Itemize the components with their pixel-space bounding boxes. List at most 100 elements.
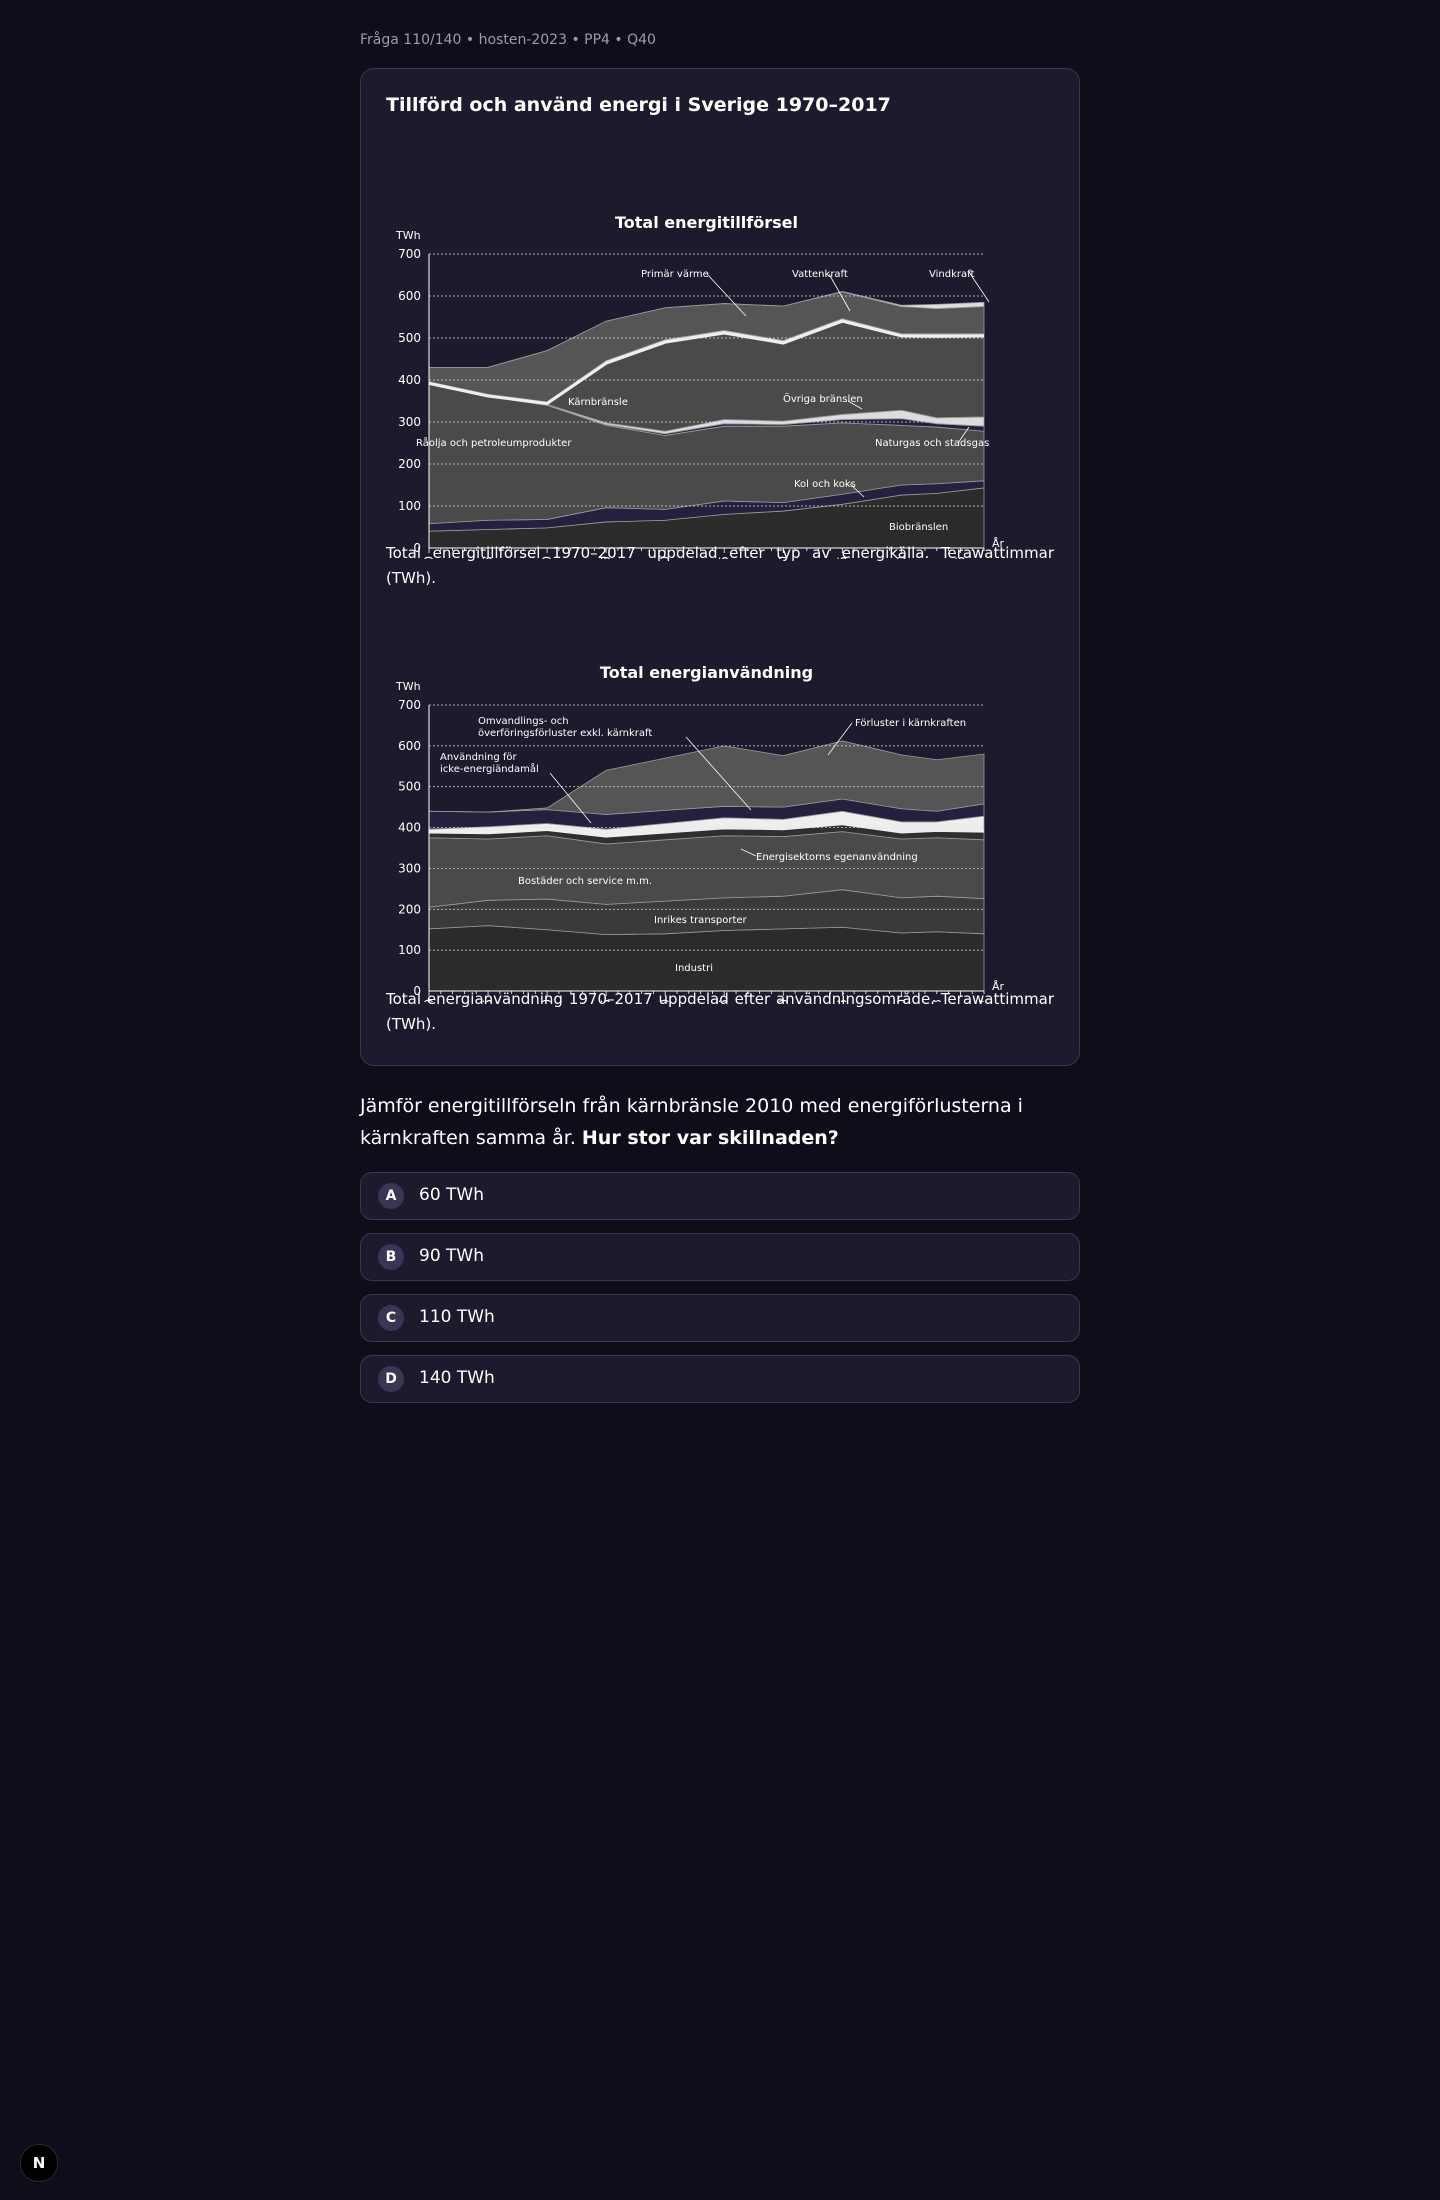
question-body: Jämför energitillförseln från kärnbränsl… (360, 1095, 1023, 1149)
y-tick-label: 200 (398, 902, 421, 916)
x-tick-label: 2005 (835, 556, 849, 559)
supply-chart: Total energitillförsel TWh År 0 100 200 300 400… (395, 213, 1005, 559)
supply-caption: Total energitillförsel 1970–2017 uppdela… (386, 544, 1054, 587)
annotation-leader (706, 273, 747, 317)
annotation-biobränslen: Biobränslen (889, 522, 948, 533)
x-tick-label: 2015 (953, 556, 967, 559)
series-area-förluster-i-kärnkraften (428, 740, 985, 815)
annotation-förluster-i-kärnkraften: Förluster i kärnkraften (855, 718, 966, 729)
annotation-leader (828, 273, 851, 312)
series-line-energisektorns-egenanvändning (428, 823, 985, 838)
option-text-b: 90 TWh (419, 1246, 485, 1266)
x-tick-label: 1990 (658, 556, 672, 559)
x-tick-label: 1970 (422, 556, 436, 559)
nextjs-logo-icon[interactable]: N (20, 2144, 58, 2182)
annotation-leader (827, 722, 853, 756)
annotation-kärnbränsle: Kärnbränsle (568, 397, 628, 408)
annotation-inrikes-transporter: Inrikes transporter (654, 915, 748, 926)
x-tick-label: 2000 (776, 999, 790, 1002)
x-tick-label: 1995 (717, 999, 731, 1002)
x-tick-label: 1980 (540, 556, 554, 559)
x-tick-label: 2000 (776, 556, 790, 559)
y-tick-label: 200 (398, 457, 421, 471)
y-tick-label: 300 (398, 861, 421, 875)
annotation-omvandlings-och-överföringsförluster-exkl-kärnkraft: överföringsförluster exkl. kärnkraft (478, 728, 652, 739)
x-tick-label: 1975 (481, 556, 495, 559)
x-tick-label: 1975 (481, 999, 495, 1002)
option-a[interactable]: A 60 TWh (360, 1172, 1080, 1220)
x-tick-label: 1995 (717, 556, 731, 559)
option-text-d: 140 TWh (419, 1368, 495, 1388)
chart-title: Total energitillförsel (615, 213, 798, 232)
y-tick-label: 600 (398, 289, 421, 303)
y-tick-label: 0 (413, 984, 421, 998)
question-emphasis: Hur stor var skillnaden? (581, 1127, 839, 1149)
option-text-a: 60 TWh (419, 1185, 485, 1205)
annotation-leader (740, 848, 757, 857)
series-area-bostäder-och-service-m-m (428, 831, 985, 908)
annotation-leader (849, 483, 865, 498)
annotation-bostäder-och-service-m-m: Bostäder och service m.m. (518, 876, 652, 887)
option-letter-d: D (378, 1366, 404, 1392)
series-area-vindkraft (429, 290, 985, 368)
annotation-vattenkraft: Vattenkraft (792, 269, 848, 280)
y-tick-label: 400 (398, 821, 421, 835)
annotation-kol-och-koks: Kol och koks (794, 479, 856, 490)
y-tick-label: 400 (398, 373, 421, 387)
annotation-användning-för-icke-energiändamål: Användning för (440, 752, 518, 763)
y-axis-label: TWh (395, 680, 421, 693)
annotation-övriga-bränslen: Övriga bränslen (783, 392, 863, 405)
y-tick-label: 500 (398, 331, 421, 345)
annotation-naturgas-och-stadsgas: Naturgas och stadsgas (875, 438, 989, 449)
annotation-råolja-och-petroleumprodukter: Råolja och petroleumprodukter (416, 436, 572, 449)
annotation-vindkraft: Vindkraft (929, 269, 974, 280)
usage-caption: Total energianvändning 1970–2017 uppdela… (386, 990, 1054, 1033)
annotation-primär-värme: Primär värme (641, 269, 709, 280)
y-tick-label: 500 (398, 780, 421, 794)
x-tick-label: 2010 (894, 556, 908, 559)
annotation-industri: Industri (675, 963, 713, 974)
x-tick-label: 1985 (599, 999, 613, 1002)
x-tick-label: 2017 (977, 999, 991, 1002)
option-d[interactable]: D 140 TWh (360, 1355, 1080, 1403)
question-meta: Fråga 110/140 • hosten-2023 • PP4 • Q40 (360, 32, 656, 48)
question-text: Jämför energitillförseln från kärnbränsl… (360, 1090, 1080, 1154)
y-tick-label: 300 (398, 415, 421, 429)
chart-title: Total energianvändning (600, 663, 813, 682)
annotation-leader (968, 271, 990, 303)
y-tick-label: 100 (398, 499, 421, 513)
x-axis-label: År (992, 980, 1005, 993)
annotation-leader (957, 426, 970, 444)
annotation-energisektorns-egenanvändning: Energisektorns egenanvändning (756, 852, 918, 863)
option-letter-b: B (378, 1244, 404, 1270)
option-text-c: 110 TWh (419, 1307, 495, 1327)
option-c[interactable]: C 110 TWh (360, 1294, 1080, 1342)
x-tick-label: 1985 (599, 556, 613, 559)
figure-card: Tillförd och använd energi i Sverige 197… (360, 68, 1080, 1066)
y-tick-label: 0 (413, 541, 421, 555)
x-tick-label: 1980 (540, 999, 554, 1002)
x-tick-label: 2010 (894, 999, 908, 1002)
series-area-industri (428, 925, 985, 992)
option-letter-a: A (378, 1183, 404, 1209)
y-tick-label: 100 (398, 943, 421, 957)
x-axis-label: År (992, 537, 1005, 550)
x-tick-label: 2005 (835, 999, 849, 1002)
y-tick-label: 600 (398, 739, 421, 753)
card-title: Tillförd och använd energi i Sverige 197… (386, 94, 891, 116)
series-line-kärnbränsle (428, 319, 985, 406)
x-tick-label: 1990 (658, 999, 672, 1002)
y-tick-label: 700 (398, 698, 421, 712)
x-tick-label: 2013 (930, 999, 944, 1002)
annotation-användning-för-icke-energiändamål: icke-energiändamål (440, 762, 539, 775)
usage-chart: Total energianvändning TWh År 0 100 200 300 400… (395, 663, 1005, 1002)
y-axis-label: TWh (395, 229, 421, 242)
annotation-omvandlings-och-överföringsförluster-exkl-kärnkraft: Omvandlings- och (478, 716, 569, 727)
option-letter-c: C (378, 1305, 404, 1331)
option-b[interactable]: B 90 TWh (360, 1233, 1080, 1281)
y-tick-label: 700 (398, 247, 421, 261)
x-tick-label: 1970 (422, 999, 436, 1002)
annotation-leader (685, 736, 752, 811)
annotation-leader (847, 400, 863, 410)
annotation-leader (549, 772, 592, 824)
